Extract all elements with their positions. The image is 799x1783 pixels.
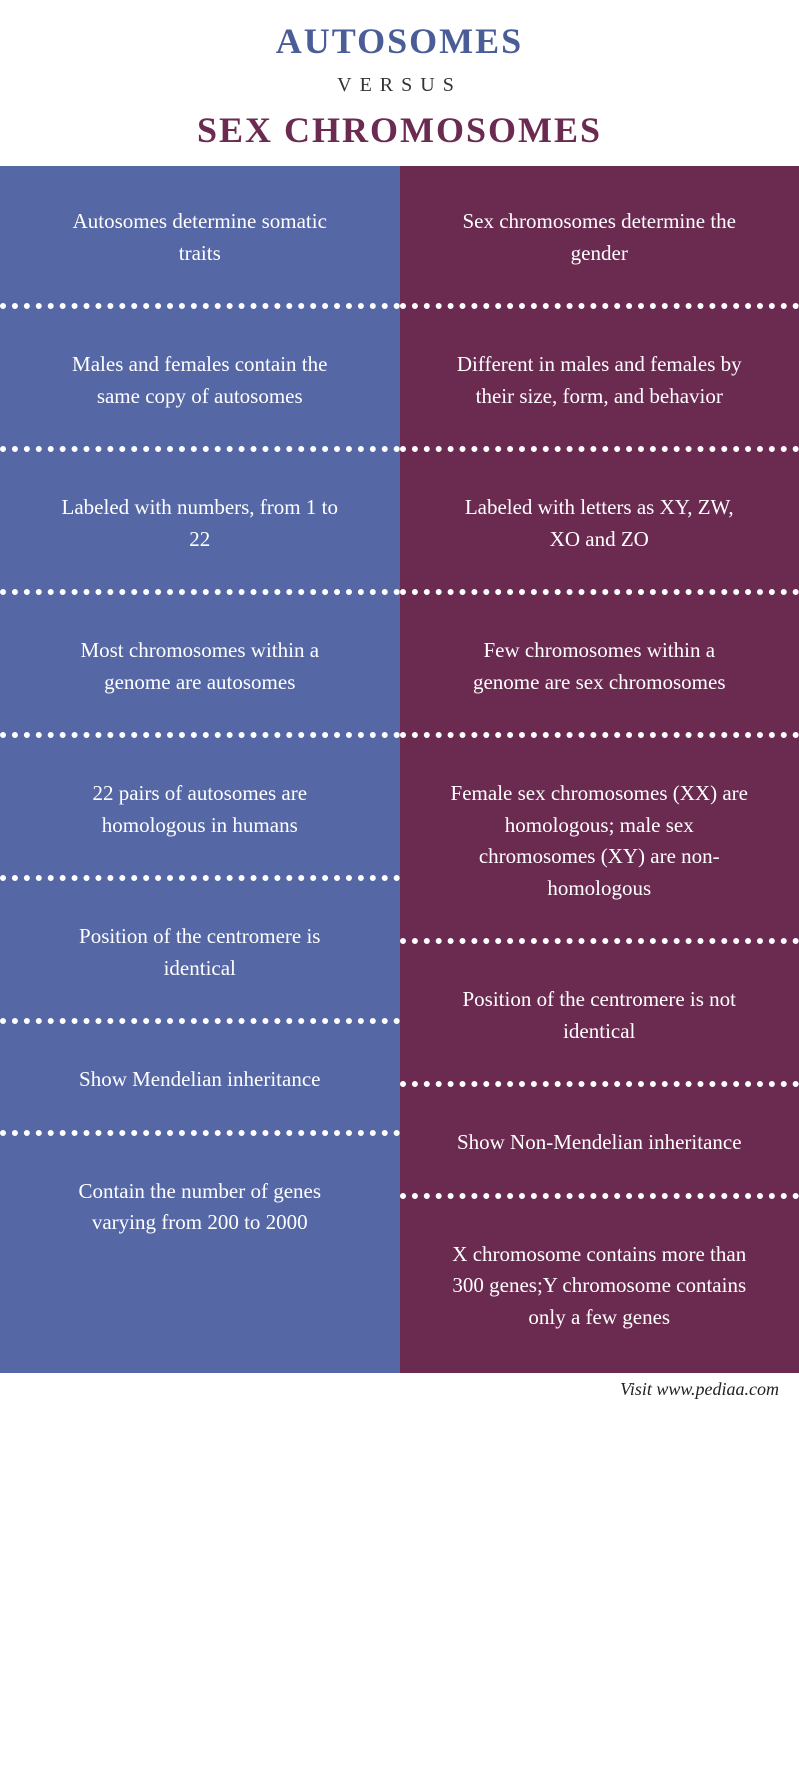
table-cell: X chromosome contains more than 300 gene… — [400, 1199, 799, 1374]
table-cell: Position of the centromere is not identi… — [400, 944, 799, 1087]
table-cell: Show Mendelian inheritance — [0, 1024, 400, 1136]
sex-chromosomes-column: Sex chromosomes determine the gender Dif… — [400, 166, 799, 1373]
title-sex-chromosomes: SEX CHROMOSOMES — [0, 109, 799, 151]
table-cell: Sex chromosomes determine the gender — [400, 166, 799, 309]
table-cell: Labeled with numbers, from 1 to 22 — [0, 452, 400, 595]
table-cell: Different in males and females by their … — [400, 309, 799, 452]
table-cell: 22 pairs of autosomes are homologous in … — [0, 738, 400, 881]
comparison-table: Autosomes determine somatic traits Males… — [0, 166, 799, 1373]
title-autosomes: AUTOSOMES — [0, 20, 799, 62]
header: AUTOSOMES VERSUS SEX CHROMOSOMES — [0, 0, 799, 166]
table-cell: Autosomes determine somatic traits — [0, 166, 400, 309]
footer-credit: Visit www.pediaa.com — [0, 1373, 799, 1410]
table-cell: Few chromosomes within a genome are sex … — [400, 595, 799, 738]
table-cell: Contain the number of genes varying from… — [0, 1136, 400, 1279]
table-cell: Labeled with letters as XY, ZW, XO and Z… — [400, 452, 799, 595]
table-cell: Female sex chromosomes (XX) are homologo… — [400, 738, 799, 944]
table-cell: Most chromosomes within a genome are aut… — [0, 595, 400, 738]
table-cell: Position of the centromere is identical — [0, 881, 400, 1024]
versus-label: VERSUS — [0, 74, 799, 97]
table-cell: Males and females contain the same copy … — [0, 309, 400, 452]
autosomes-column: Autosomes determine somatic traits Males… — [0, 166, 400, 1373]
table-cell: Show Non-Mendelian inheritance — [400, 1087, 799, 1199]
